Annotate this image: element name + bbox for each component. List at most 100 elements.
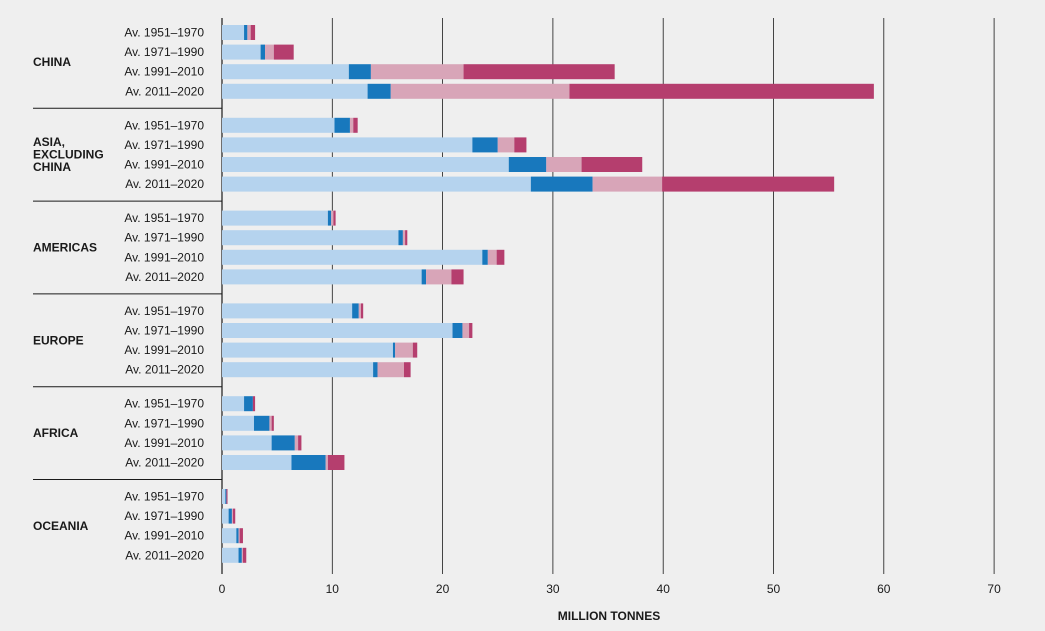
- bar-segment-4: [242, 547, 247, 563]
- region-label: OCEANIA: [33, 519, 89, 533]
- bar-segment-3: [370, 64, 464, 80]
- bar-segment-4: [226, 489, 228, 504]
- bar-segment-2: [238, 547, 242, 563]
- period-label: Av. 1971–1990: [124, 45, 204, 59]
- bar-segment-1: [222, 230, 399, 246]
- period-label: Av. 1951–1970: [124, 490, 204, 504]
- bar-segment-3: [592, 176, 663, 192]
- bar-segment-4: [412, 342, 418, 358]
- bar-segment-2: [225, 489, 227, 504]
- bar-segment-3: [331, 210, 334, 226]
- region-label: CHINA: [33, 55, 71, 69]
- bar-segment-3: [487, 249, 497, 265]
- bar-segment-4: [496, 249, 505, 265]
- bar-segment-2: [392, 342, 396, 358]
- bar-segment-4: [403, 362, 411, 378]
- bar-segment-1: [222, 44, 261, 60]
- period-label: Av. 1951–1970: [124, 397, 204, 411]
- bar-segment-1: [222, 176, 531, 192]
- bar-segment-1: [222, 455, 292, 470]
- bar-segment-2: [482, 249, 488, 265]
- region-label: AFRICA: [33, 426, 79, 440]
- bar-segment-2: [244, 396, 253, 412]
- bar-segment-4: [298, 435, 302, 451]
- period-label: Av. 2011–2020: [125, 270, 204, 284]
- bar-segment-3: [269, 415, 272, 431]
- period-label: Av. 2011–2020: [125, 363, 204, 377]
- bar-segment-1: [222, 396, 245, 412]
- bar-segment-4: [250, 25, 256, 40]
- bar-segment-4: [360, 303, 364, 319]
- bar-segment-3: [402, 230, 406, 246]
- bar-segment-4: [451, 269, 464, 285]
- bar-segment-1: [222, 64, 349, 80]
- category-labels: CHINA Av. 1951–1970 Av. 1971–1990 Av. 1991–…: [33, 26, 204, 563]
- tick-label-40: 40: [657, 582, 671, 596]
- bar-segment-1: [222, 137, 473, 153]
- bar-segment-2: [271, 435, 295, 451]
- bar-segment-3: [238, 528, 240, 544]
- bar-segment-3: [358, 303, 361, 319]
- bar-segment-3: [325, 455, 328, 470]
- bar-segment-4: [662, 176, 835, 192]
- bar-segment-2: [367, 83, 391, 99]
- bar-segment-2: [373, 362, 378, 378]
- bar-segment-1: [222, 362, 374, 378]
- tick-label-60: 60: [877, 582, 891, 596]
- period-label: Av. 1991–2010: [124, 158, 204, 172]
- bars: [222, 25, 874, 563]
- period-label: Av. 1991–2010: [124, 343, 204, 357]
- period-label: Av. 1971–1990: [124, 231, 204, 245]
- bar-segment-3: [462, 323, 470, 338]
- bar-segment-2: [334, 117, 350, 133]
- bar-segment-3: [497, 137, 515, 153]
- period-label: Av. 1971–1990: [124, 324, 204, 338]
- bar-segment-1: [222, 415, 254, 431]
- period-label: Av. 1971–1990: [124, 416, 204, 430]
- bar-segment-2: [291, 455, 326, 470]
- bar-segment-2: [244, 25, 248, 40]
- bar-segment-2: [530, 176, 593, 192]
- bar-segment-4: [327, 455, 345, 470]
- bar-segment-3: [377, 362, 404, 378]
- bar-segment-4: [569, 83, 874, 99]
- region-label: EUROPE: [33, 333, 84, 347]
- period-label: Av. 1971–1990: [124, 509, 204, 523]
- bar-segment-4: [514, 137, 527, 153]
- bar-segment-1: [222, 547, 239, 563]
- period-label: Av. 1991–2010: [124, 65, 204, 79]
- bar-segment-4: [463, 64, 615, 80]
- bar-segment-2: [327, 210, 332, 226]
- bar-segment-4: [405, 230, 408, 246]
- bar-segment-4: [233, 508, 236, 524]
- tick-label-50: 50: [767, 582, 781, 596]
- bar-segment-3: [247, 25, 251, 40]
- tick-label-20: 20: [436, 582, 450, 596]
- period-label: Av. 1951–1970: [124, 26, 204, 40]
- bar-segment-4: [252, 396, 256, 412]
- region-label: ASIA,: [33, 135, 65, 149]
- tick-label-70: 70: [987, 582, 1001, 596]
- bar-segment-1: [222, 489, 226, 504]
- period-label: Av. 2011–2020: [125, 177, 204, 191]
- period-label: Av. 1951–1970: [124, 211, 204, 225]
- bar-segment-4: [469, 323, 473, 338]
- tick-label-0: 0: [219, 582, 226, 596]
- bar-segment-2: [228, 508, 232, 524]
- bar-segment-2: [236, 528, 239, 544]
- bar-segment-1: [222, 303, 353, 319]
- bar-segment-3: [349, 117, 354, 133]
- bar-segment-1: [222, 508, 229, 524]
- bar-segment-1: [222, 249, 483, 265]
- period-label: Av. 1951–1970: [124, 118, 204, 132]
- bar-segment-3: [546, 157, 582, 172]
- bar-segment-2: [398, 230, 403, 246]
- group-separators: [33, 107, 222, 480]
- bar-segment-4: [239, 528, 243, 544]
- tick-label-10: 10: [326, 582, 340, 596]
- region-label: EXCLUDING: [33, 148, 104, 162]
- bar-segment-3: [241, 547, 243, 563]
- bar-segment-2: [348, 64, 371, 80]
- bar-segment-2: [508, 157, 547, 172]
